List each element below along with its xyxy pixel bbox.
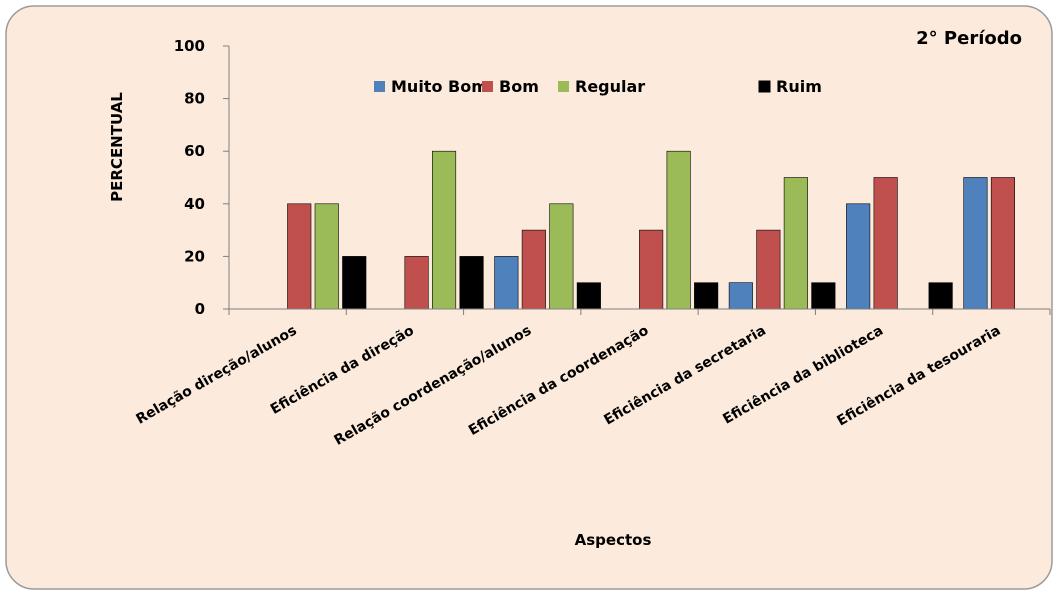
legend-label: Ruim <box>776 77 822 96</box>
bar <box>728 282 753 310</box>
bar <box>431 150 457 310</box>
legend-label: Regular <box>575 77 645 96</box>
y-tick-labels: 0 20 40 60 80 100 <box>174 37 205 318</box>
legend-swatch <box>374 81 385 92</box>
bar <box>314 203 339 310</box>
bar <box>342 256 367 310</box>
y-tick-label: 40 <box>184 195 205 213</box>
bar <box>694 282 719 310</box>
y-axis-title: PERCENTUAL <box>108 92 126 202</box>
bar <box>846 203 871 310</box>
bars-group <box>287 150 1016 310</box>
bar <box>287 203 312 310</box>
bar <box>873 177 898 310</box>
bar <box>756 229 781 310</box>
bar <box>666 150 691 310</box>
bar <box>521 229 546 310</box>
bar <box>990 177 1016 310</box>
bar <box>459 256 484 310</box>
x-axis-title: Aspectos <box>575 531 652 549</box>
legend-swatch <box>482 81 493 92</box>
legend-label: Muito Bom <box>391 77 488 96</box>
y-tick-label: 20 <box>184 247 205 265</box>
legend-label: Bom <box>499 77 539 96</box>
legend-swatch <box>758 80 771 93</box>
axes-group <box>223 45 1051 315</box>
y-tick-label: 0 <box>195 300 205 318</box>
y-tick-label: 100 <box>174 37 205 55</box>
bar <box>404 256 429 310</box>
bar <box>494 256 519 310</box>
bar <box>963 177 988 310</box>
y-tick-label: 80 <box>184 90 205 108</box>
bar <box>928 282 953 310</box>
chart-title: 2° Período <box>916 28 1022 49</box>
bar <box>811 282 836 310</box>
legend-swatch <box>558 81 569 92</box>
legend: Muito Bom Bom Regular Ruim <box>374 77 822 96</box>
bar <box>576 282 601 310</box>
bar <box>639 229 664 310</box>
bar <box>549 203 574 310</box>
bar <box>783 177 808 310</box>
y-tick-label: 60 <box>184 142 205 160</box>
